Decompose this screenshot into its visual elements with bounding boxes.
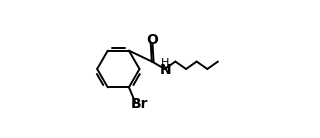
Text: H: H — [161, 58, 170, 68]
Text: N: N — [160, 63, 171, 77]
Text: Br: Br — [131, 97, 148, 111]
Text: O: O — [147, 33, 158, 47]
